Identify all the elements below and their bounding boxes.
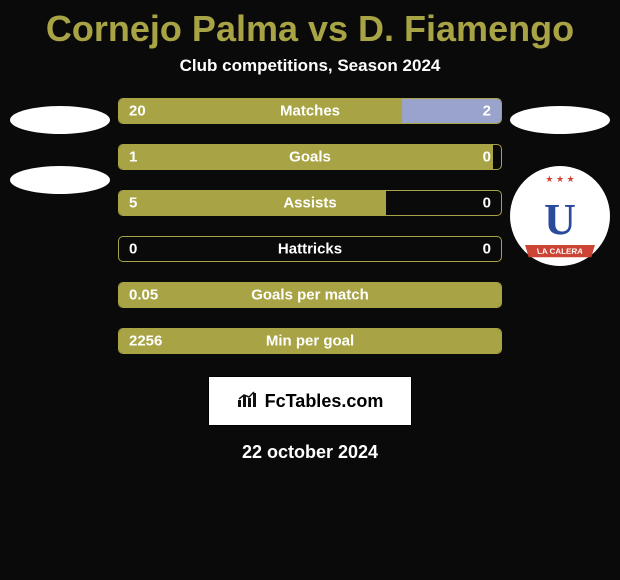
stat-value-left: 5: [129, 195, 137, 212]
stat-value-left: 2256: [129, 333, 162, 350]
player-avatar-right: [510, 106, 610, 134]
stat-row-assists: 5 Assists 0: [118, 190, 502, 216]
left-side-column: [6, 98, 114, 194]
stat-label: Matches: [280, 103, 340, 120]
fctables-text: FcTables.com: [265, 391, 384, 412]
club-logo-right: ★ ★ ★ U LA CALERA: [510, 166, 610, 266]
stat-label: Min per goal: [266, 333, 354, 350]
bar-left: [119, 191, 386, 215]
stat-label: Goals per match: [251, 287, 369, 304]
stat-value-right: 2: [483, 103, 491, 120]
stat-row-goals: 1 Goals 0: [118, 144, 502, 170]
stat-label: Hattricks: [278, 241, 342, 258]
club-initial: U: [544, 200, 576, 240]
comparison-title: Cornejo Palma vs D. Fiamengo: [0, 0, 620, 56]
club-avatar-left: [10, 166, 110, 194]
stat-value-right: 0: [483, 241, 491, 258]
content-row: 20 Matches 2 1 Goals 0 5 Assists 0 0 Hat…: [0, 98, 620, 354]
stat-row-mpg: 2256 Min per goal: [118, 328, 502, 354]
player-avatar-left: [10, 106, 110, 134]
season-subtitle: Club competitions, Season 2024: [0, 56, 620, 98]
right-side-column: ★ ★ ★ U LA CALERA: [506, 98, 614, 266]
stat-row-matches: 20 Matches 2: [118, 98, 502, 124]
club-banner: LA CALERA: [525, 245, 595, 257]
stat-row-gpm: 0.05 Goals per match: [118, 282, 502, 308]
stat-value-right: 0: [483, 149, 491, 166]
stat-bars: 20 Matches 2 1 Goals 0 5 Assists 0 0 Hat…: [114, 98, 506, 354]
stat-value-left: 1: [129, 149, 137, 166]
date-line: 22 october 2024: [0, 442, 620, 463]
club-stars: ★ ★ ★: [545, 174, 574, 185]
stat-value-right: 0: [483, 195, 491, 212]
bar-left: [119, 99, 402, 123]
stat-value-left: 0.05: [129, 287, 158, 304]
stat-value-left: 0: [129, 241, 137, 258]
stat-row-hattricks: 0 Hattricks 0: [118, 236, 502, 262]
fctables-badge: FcTables.com: [208, 376, 412, 426]
stat-label: Goals: [289, 149, 331, 166]
stat-label: Assists: [283, 195, 336, 212]
chart-icon: [237, 390, 259, 413]
stat-value-left: 20: [129, 103, 146, 120]
